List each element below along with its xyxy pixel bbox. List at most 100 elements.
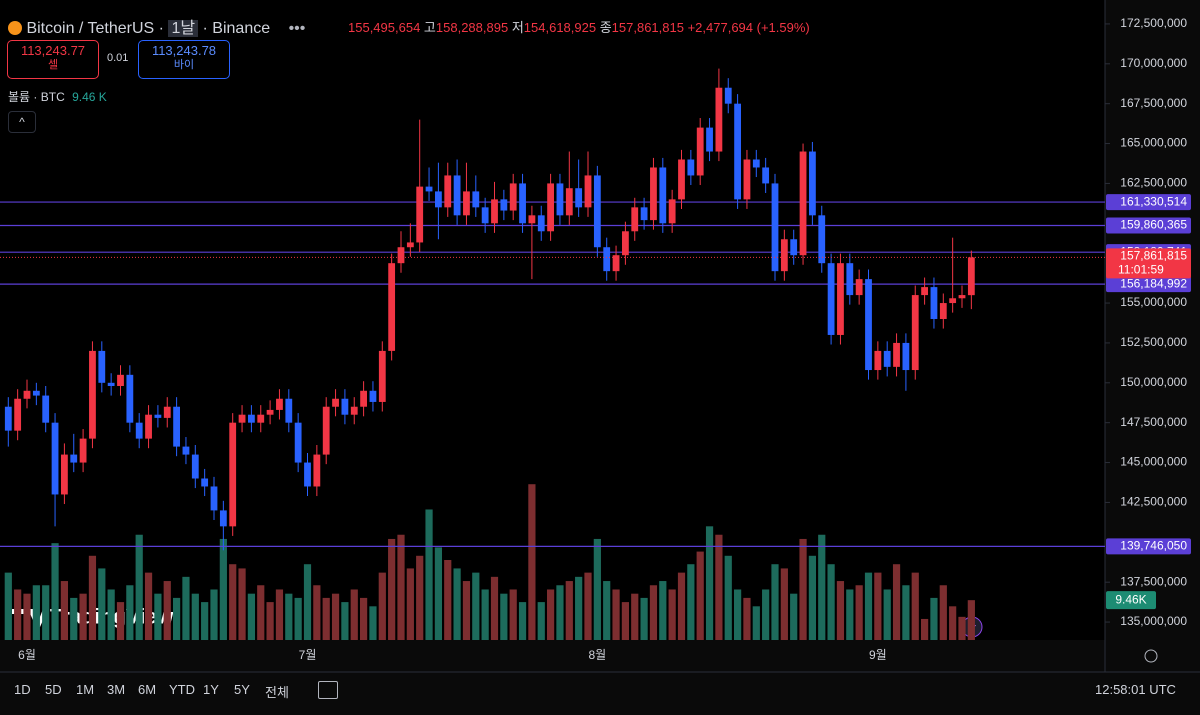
candle-body	[939, 303, 947, 320]
volume-bar	[472, 572, 480, 640]
volume-bar	[229, 564, 237, 640]
volume-bar	[322, 597, 330, 640]
volume-bar	[173, 597, 181, 640]
volume-bar	[378, 572, 386, 640]
volume-bar	[154, 593, 162, 640]
candle-body	[472, 191, 480, 208]
candle-body	[799, 151, 807, 256]
volume-bar	[687, 564, 695, 640]
volume-bar	[827, 564, 835, 640]
y-tick-label: 152,500,000	[1120, 335, 1187, 349]
volume-bar	[182, 576, 190, 640]
open: 155,495,654	[348, 20, 421, 35]
volume-bar	[210, 589, 218, 640]
volume-bar	[14, 589, 22, 640]
volume-bar	[836, 581, 845, 640]
candle-body	[893, 342, 900, 367]
price-line-label: 139,746,050	[1120, 539, 1187, 553]
volume-bar	[70, 597, 78, 640]
volume-bar	[481, 589, 489, 640]
candle-body	[668, 199, 676, 224]
candle-body	[874, 350, 882, 371]
volume-bar	[921, 618, 929, 640]
volume-bar	[864, 572, 873, 640]
candle-body	[406, 242, 414, 248]
volume-bar	[350, 589, 358, 640]
symbol: Bitcoin / TetherUS ·	[26, 20, 164, 37]
last-price-tag	[1106, 248, 1191, 279]
y-tick-label: 167,500,000	[1120, 96, 1187, 110]
volume-legend: 볼륨 · BTC 9.46 K	[8, 88, 107, 105]
candle-body	[724, 87, 732, 104]
range-button[interactable]: 6M	[138, 682, 157, 697]
volume-bar	[406, 568, 414, 640]
volume-bar	[266, 602, 274, 640]
volume-bar	[649, 585, 658, 640]
x-tick-label: 8월	[588, 648, 606, 662]
range-button[interactable]: 5Y	[234, 682, 250, 697]
volume-bar	[874, 572, 882, 640]
range-button[interactable]: 1D	[14, 682, 31, 697]
volume-bar	[808, 555, 816, 640]
volume-bar	[565, 581, 573, 640]
volume-bar	[518, 602, 527, 640]
candle-body	[780, 239, 788, 272]
candle-body	[42, 395, 50, 423]
volume-bar	[584, 572, 592, 640]
interval[interactable]: 1날	[168, 20, 199, 37]
x-tick-label: 9월	[869, 648, 887, 662]
candle-body	[173, 406, 180, 447]
y-tick-label: 150,000,000	[1120, 375, 1187, 389]
candle-body	[23, 390, 31, 399]
volume-bar	[949, 606, 957, 640]
volume-label: 9.46K	[1115, 592, 1146, 606]
x-tick-label: 6월	[18, 648, 36, 662]
candle-body	[958, 295, 966, 299]
coin-icon	[8, 21, 22, 35]
collapse-button[interactable]: ^	[8, 111, 36, 133]
more[interactable]: •••	[288, 20, 306, 37]
candle-body	[547, 183, 554, 232]
candle-body	[921, 287, 928, 296]
candle-body	[238, 414, 246, 423]
price-line-label: 156,184,992	[1120, 276, 1187, 290]
candle-body	[556, 183, 564, 216]
volume-bar	[238, 568, 246, 640]
candle-body	[219, 510, 227, 527]
candle-body	[883, 350, 891, 367]
volume-bar	[547, 589, 555, 640]
sell-button[interactable]: 113,243.77 셀	[7, 40, 99, 79]
volume-bar	[51, 543, 59, 640]
candle-body	[771, 183, 779, 272]
range-button[interactable]: 1M	[76, 682, 95, 697]
candle-body	[350, 406, 358, 415]
buy-button[interactable]: 113,243.78 바이	[138, 40, 230, 79]
candle-body	[89, 350, 96, 439]
volume-bar	[612, 589, 620, 640]
volume-bar	[603, 581, 611, 640]
range-button[interactable]: YTD	[169, 682, 195, 697]
volume-bar	[631, 593, 639, 640]
price-line-tag	[1106, 194, 1191, 211]
volume-bar	[790, 593, 798, 640]
range-button[interactable]: 전체	[265, 685, 289, 700]
volume-bar	[528, 484, 536, 640]
candle-body	[61, 454, 68, 495]
y-tick-label: 145,000,000	[1120, 455, 1187, 469]
volume-bar	[799, 538, 807, 640]
settings-icon[interactable]	[1144, 649, 1158, 663]
candle-body	[98, 350, 106, 383]
volume-bar	[668, 589, 676, 640]
volume-bar	[575, 576, 583, 640]
range-button[interactable]: 1Y	[203, 682, 219, 697]
candle-body	[902, 342, 910, 371]
volume-tag	[1106, 591, 1156, 610]
volume-bar	[902, 585, 910, 640]
candle-body	[182, 446, 190, 455]
range-button[interactable]: 5D	[45, 682, 62, 697]
range-button[interactable]: 3M	[107, 682, 126, 697]
candle-body	[276, 398, 283, 410]
candle-body	[107, 382, 115, 386]
calendar-icon[interactable]	[318, 681, 338, 699]
